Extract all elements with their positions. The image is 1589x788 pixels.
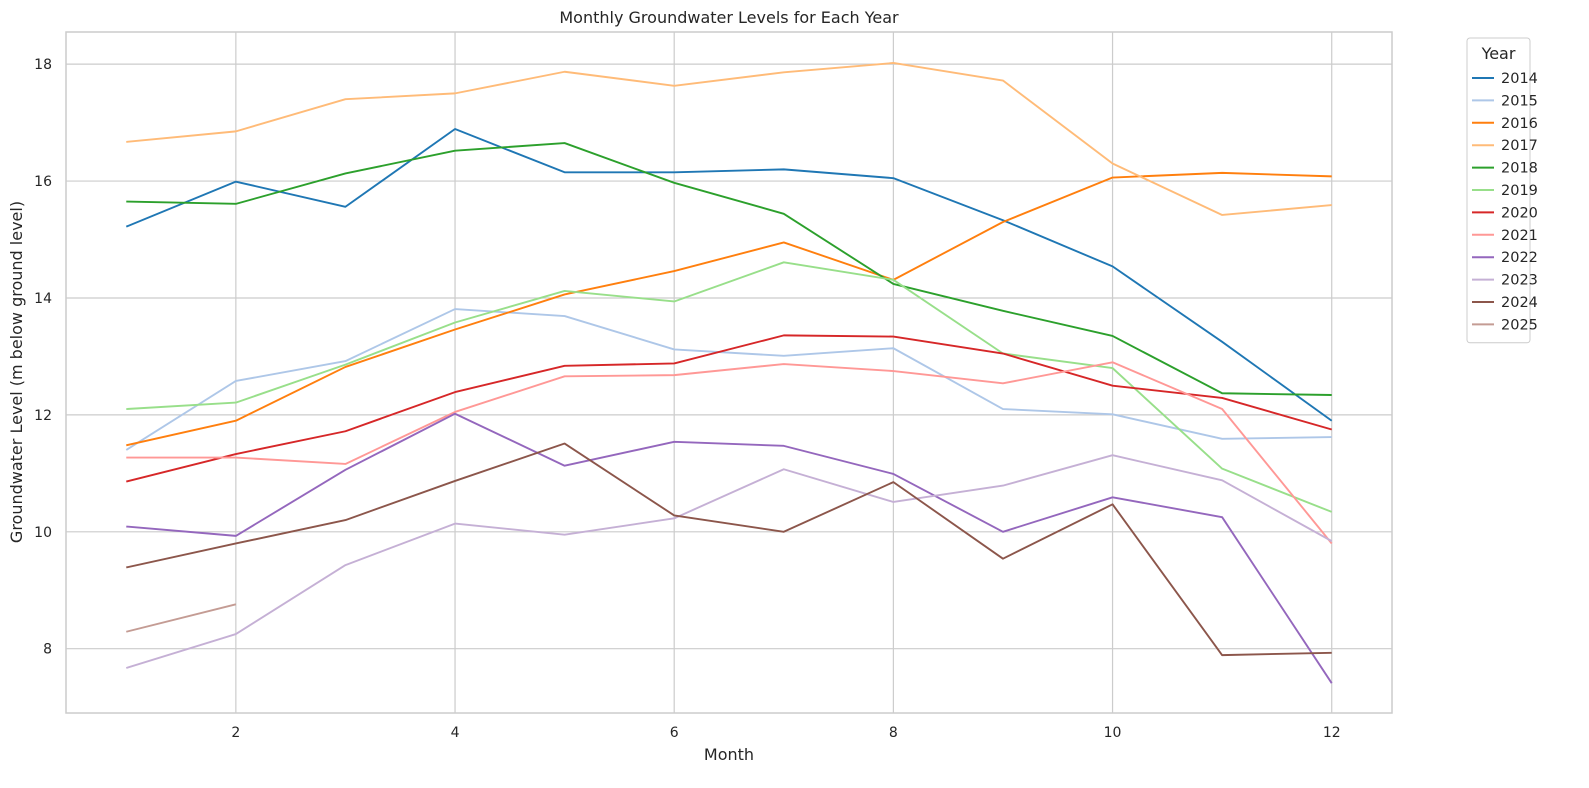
y-tick-label: 10	[34, 525, 52, 541]
series-line-2017	[126, 62, 1332, 216]
series-line-2024	[126, 442, 1332, 657]
legend-label-2017: 2017	[1501, 138, 1538, 154]
x-axis-title: Month	[704, 745, 754, 764]
legend-label-2024: 2024	[1501, 295, 1538, 311]
y-tick-label: 12	[34, 408, 52, 424]
legend: Year 2014 2015 2016 2017 2018 2019 2020 2021 202…	[1466, 37, 1538, 344]
series-line-2023	[125, 454, 1333, 669]
series-line-2019	[126, 261, 1333, 513]
y-tick-label: 14	[34, 291, 52, 307]
y-tick-label: 18	[34, 57, 52, 73]
legend-label-2015: 2015	[1501, 93, 1538, 109]
series-lines	[125, 62, 1333, 684]
grid	[66, 32, 1392, 713]
x-tick-label: 10	[1104, 725, 1122, 741]
series-line-2020	[126, 334, 1332, 483]
legend-label-2025: 2025	[1501, 317, 1538, 333]
legend-label-2021: 2021	[1501, 228, 1538, 244]
x-tick-label: 8	[889, 725, 898, 741]
y-tick-label: 8	[43, 642, 52, 658]
series-line-2022	[126, 412, 1333, 684]
legend-label-2020: 2020	[1501, 205, 1538, 221]
x-tick-label: 4	[451, 725, 460, 741]
legend-label-2019: 2019	[1501, 183, 1538, 199]
legend-label-2016: 2016	[1501, 116, 1538, 132]
series-line-2015	[125, 308, 1332, 451]
legend-title: Year	[1481, 44, 1516, 63]
x-tick-label: 12	[1323, 725, 1341, 741]
x-axis-ticks: 2 4 6 8 10 12	[231, 725, 1340, 741]
x-tick-label: 6	[670, 725, 679, 741]
series-line-2014	[125, 128, 1333, 422]
legend-label-2022: 2022	[1501, 250, 1538, 266]
series-line-2016	[126, 171, 1332, 447]
y-tick-label: 16	[34, 174, 52, 190]
legend-box	[1466, 37, 1531, 344]
plot-frame	[65, 31, 1393, 714]
series-line-2021	[126, 361, 1333, 545]
legend-label-2023: 2023	[1501, 273, 1538, 289]
series-line-2025	[126, 603, 237, 633]
series-line-2018	[126, 142, 1332, 396]
chart-title: Monthly Groundwater Levels for Each Year	[559, 8, 899, 27]
y-axis-title: Groundwater Level (m below ground level)	[7, 201, 26, 543]
legend-label-2014: 2014	[1501, 71, 1538, 87]
legend-label-2018: 2018	[1501, 161, 1538, 177]
x-tick-label: 2	[231, 725, 240, 741]
y-axis-ticks: 8 10 12 14 16 18	[34, 57, 52, 658]
